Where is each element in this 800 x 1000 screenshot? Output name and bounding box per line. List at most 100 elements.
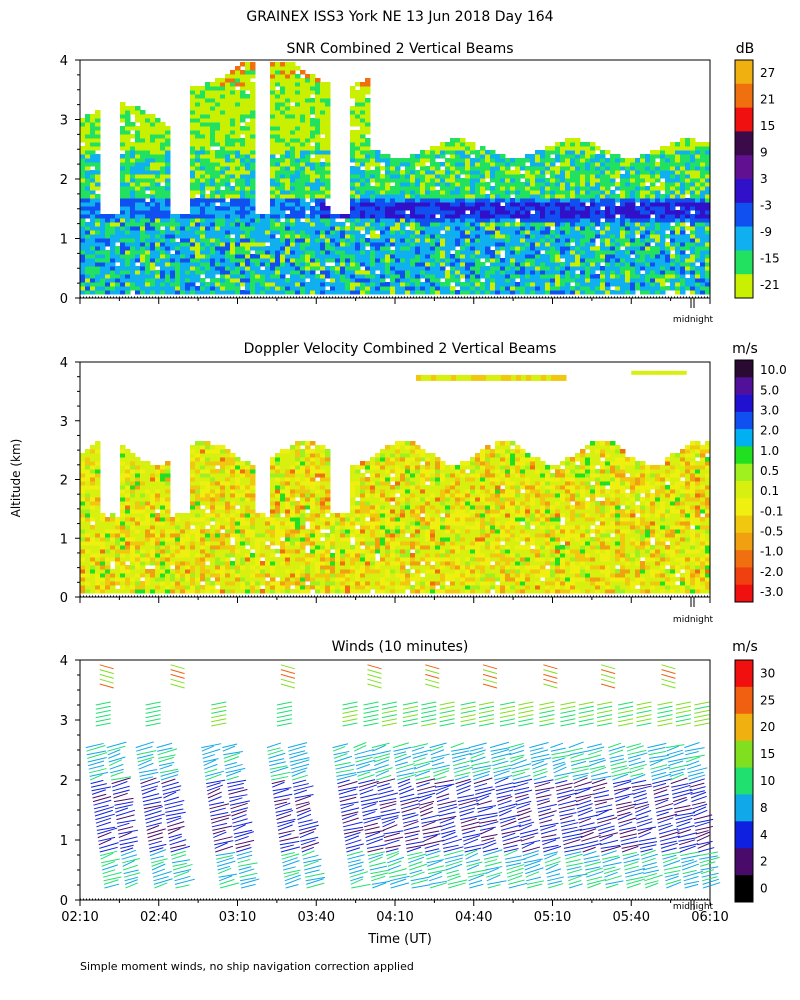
field-cell	[525, 250, 531, 255]
field-cell	[365, 86, 371, 91]
field-cell	[430, 262, 436, 267]
field-cell	[670, 246, 676, 251]
field-cell	[580, 282, 586, 287]
field-cell	[100, 278, 106, 283]
field-cell	[350, 130, 356, 135]
field-cell	[350, 134, 356, 139]
field-cell	[560, 278, 566, 283]
field-cell	[240, 194, 246, 199]
field-cell	[210, 190, 216, 195]
field-cell	[350, 110, 356, 115]
field-cell	[125, 266, 131, 271]
field-cell	[345, 246, 351, 251]
field-cell	[305, 78, 311, 83]
field-cell	[575, 222, 581, 227]
field-cell	[220, 106, 226, 111]
field-cell	[600, 250, 606, 255]
field-cell	[245, 258, 251, 263]
field-cell	[370, 158, 376, 163]
field-cell	[555, 270, 561, 275]
field-cell	[605, 182, 611, 187]
field-cell	[530, 182, 536, 187]
field-cell	[285, 170, 291, 175]
field-cell	[595, 250, 601, 255]
field-cell	[575, 214, 581, 219]
field-cell	[460, 190, 466, 195]
field-cell	[575, 242, 581, 247]
field-cell	[120, 130, 126, 135]
field-cell	[530, 262, 536, 267]
field-cell	[500, 186, 506, 191]
field-cell	[245, 222, 251, 227]
field-cell	[205, 94, 211, 99]
field-cell	[695, 206, 701, 211]
field-cell	[650, 226, 656, 231]
field-cell	[435, 234, 441, 239]
field-cell	[375, 238, 381, 243]
field-cell	[600, 226, 606, 231]
field-cell	[305, 158, 311, 163]
field-cell	[240, 170, 246, 175]
field-cell	[695, 274, 701, 279]
field-cell	[375, 234, 381, 239]
field-cell	[550, 238, 556, 243]
field-cell	[655, 166, 661, 171]
field-cell	[415, 202, 421, 207]
field-cell	[650, 274, 656, 279]
field-cell	[430, 230, 436, 235]
field-cell	[700, 222, 706, 227]
field-cell	[650, 238, 656, 243]
field-cell	[375, 282, 381, 287]
field-cell	[705, 206, 711, 211]
field-cell	[275, 178, 281, 183]
field-cell	[210, 94, 216, 99]
field-cell	[390, 198, 396, 203]
field-cell	[380, 178, 386, 183]
field-cell	[310, 102, 316, 107]
field-cell	[480, 246, 486, 251]
field-cell	[620, 254, 626, 259]
field-cell	[620, 274, 626, 279]
field-cell	[120, 182, 126, 187]
field-cell	[480, 234, 486, 239]
field-cell	[320, 286, 326, 291]
field-cell	[570, 210, 576, 215]
field-cell	[275, 110, 281, 115]
field-cell	[535, 178, 541, 183]
field-cell	[630, 262, 636, 267]
field-cell	[190, 118, 196, 123]
field-cell	[210, 154, 216, 159]
field-cell	[560, 178, 566, 183]
field-cell	[495, 230, 501, 235]
field-cell	[250, 166, 256, 171]
field-cell	[350, 270, 356, 275]
field-cell	[225, 154, 231, 159]
field-cell	[465, 278, 471, 283]
field-cell	[85, 206, 91, 211]
field-cell	[95, 282, 101, 287]
field-cell	[400, 246, 406, 251]
field-cell	[375, 210, 381, 215]
field-cell	[405, 246, 411, 251]
field-cell	[155, 246, 161, 251]
field-cell	[360, 142, 366, 147]
field-cell	[135, 186, 141, 191]
field-cell	[605, 246, 611, 251]
field-cell	[630, 202, 636, 207]
field-cell	[610, 198, 616, 203]
field-cell	[390, 210, 396, 215]
field-cell	[395, 186, 401, 191]
field-cell	[500, 218, 506, 223]
field-cell	[395, 174, 401, 179]
field-cell	[130, 274, 136, 279]
field-cell	[525, 282, 531, 287]
field-cell	[515, 174, 521, 179]
field-cell	[450, 238, 456, 243]
field-cell	[340, 282, 346, 287]
field-cell	[270, 182, 276, 187]
field-cell	[215, 94, 221, 99]
field-cell	[690, 178, 696, 183]
colorbar-swatch	[735, 179, 753, 204]
field-cell	[285, 62, 291, 67]
field-cell	[125, 286, 131, 291]
